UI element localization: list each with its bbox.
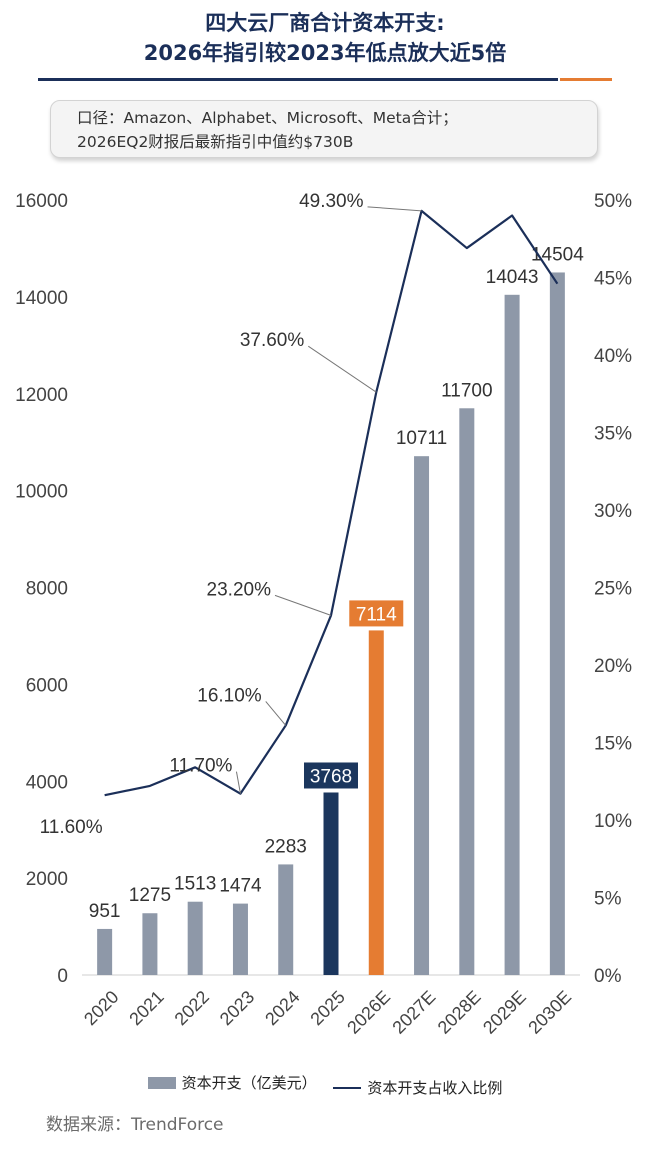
line-value-label-2025: 23.20% — [207, 579, 272, 600]
chart-title-line1: 四大云厂商合计资本开支: — [205, 11, 445, 35]
data-source: 数据来源：TrendForce — [46, 1115, 224, 1135]
left-axis-tick-label: 16000 — [15, 191, 68, 212]
x-axis-tick-label: 2026E — [343, 987, 394, 1038]
left-axis-tick-label: 2000 — [26, 869, 68, 890]
line-label-leader — [265, 701, 287, 726]
bar-2020 — [97, 928, 113, 975]
legend-item-line: 资本开支占收入比例 — [333, 1077, 502, 1098]
legend: 资本开支（亿美元） 资本开支占收入比例 — [0, 1072, 650, 1098]
line-label-leader — [235, 771, 241, 794]
chart-title: 四大云厂商合计资本开支: 2026年指引较2023年低点放大近5倍 — [0, 8, 650, 68]
right-axis-tick-label: 30% — [594, 501, 632, 522]
bar-label-box-2026E — [349, 600, 404, 627]
right-axis-tick-label: 5% — [594, 889, 622, 910]
x-axis-tick-label: 2023 — [216, 987, 258, 1029]
bar-value-label-2029E: 14043 — [486, 267, 539, 288]
bar-value-label-2028E: 11700 — [441, 380, 492, 401]
right-axis-tick-label: 10% — [594, 811, 632, 832]
line-label-leader — [274, 594, 332, 616]
legend-bar-swatch — [147, 1076, 176, 1089]
legend-line-label: 资本开支占收入比例 — [367, 1079, 503, 1097]
scope-note-line1: 口径：Amazon、Alphabet、Microsoft、Meta合计； — [77, 109, 458, 127]
bar-value-label-2022: 1513 — [174, 874, 216, 895]
x-axis-tick-label: 2024 — [261, 987, 303, 1029]
legend-line-swatch — [333, 1086, 362, 1089]
right-axis-tick-label: 20% — [594, 656, 632, 677]
bar-2023 — [232, 903, 248, 975]
bar-2029E — [504, 294, 520, 975]
legend-item-bars: 资本开支（亿美元） — [147, 1072, 317, 1093]
bar-2026E — [368, 630, 384, 975]
right-axis-tick-label: 45% — [594, 269, 632, 290]
left-axis-tick-label: 12000 — [15, 385, 68, 406]
x-axis-tick-label: 2025 — [306, 987, 348, 1029]
right-axis-tick-label: 40% — [594, 346, 632, 367]
x-axis-tick-label: 2029E — [479, 987, 530, 1038]
left-axis-tick-label: 4000 — [26, 772, 68, 793]
right-axis-tick-label: 25% — [594, 579, 632, 600]
bar-2027E — [414, 456, 430, 976]
bar-value-label-2026E: 7114 — [356, 604, 397, 625]
x-axis-tick-label: 2022 — [171, 987, 213, 1029]
title-underline-accent — [560, 78, 612, 81]
line-value-label-2024: 16.10% — [197, 685, 262, 706]
left-axis-tick-label: 14000 — [15, 288, 68, 309]
bar-2022 — [187, 901, 203, 975]
bar-value-label-2020: 951 — [89, 901, 121, 922]
chart-title-line2: 2026年指引较2023年低点放大近5倍 — [143, 41, 507, 65]
x-axis-tick-label: 2020 — [80, 987, 122, 1029]
line-label-leader — [367, 206, 422, 212]
x-axis-tick-label: 2030E — [524, 987, 575, 1038]
bar-label-box-2025 — [304, 762, 358, 789]
right-axis-tick-label: 35% — [594, 424, 632, 445]
left-axis-tick-label: 6000 — [26, 675, 68, 696]
bar-value-label-2030E: 14504 — [531, 244, 584, 265]
bar-2030E — [549, 272, 565, 975]
title-underline — [38, 78, 558, 81]
bar-2021 — [142, 913, 158, 975]
left-axis-tick-label: 10000 — [15, 482, 68, 503]
right-axis-tick-label: 0% — [594, 966, 622, 987]
line-value-label-2023: 11.70% — [169, 756, 232, 777]
line-value-label-2026E: 37.60% — [240, 330, 305, 351]
bar-value-label-2023: 1474 — [219, 876, 262, 897]
legend-bar-label: 资本开支（亿美元） — [181, 1074, 317, 1092]
bar-value-label-2024: 2283 — [265, 836, 307, 857]
x-axis-tick-label: 2028E — [434, 987, 485, 1038]
x-axis-tick-label: 2021 — [125, 987, 167, 1029]
ratio-line — [104, 209, 559, 797]
line-label-leader — [307, 345, 377, 393]
left-axis-tick-label: 0 — [57, 966, 68, 987]
bar-2028E — [459, 408, 475, 975]
left-axis-tick-label: 8000 — [26, 579, 68, 600]
line-value-label-2020: 11.60% — [40, 817, 103, 838]
bar-2024 — [278, 864, 294, 975]
right-axis-tick-label: 15% — [594, 734, 632, 755]
bar-value-label-2025: 3768 — [310, 766, 352, 787]
bar-2025 — [323, 792, 339, 975]
right-axis-tick-label: 50% — [594, 191, 632, 212]
bar-value-label-2027E: 10711 — [396, 428, 447, 449]
x-axis-tick-label: 2027E — [388, 987, 439, 1038]
line-value-label-2027E: 49.30% — [299, 191, 364, 212]
scope-note: 口径：Amazon、Alphabet、Microsoft、Meta合计； 202… — [50, 100, 598, 158]
bar-value-label-2021: 1275 — [129, 885, 171, 906]
scope-note-line2: 2026EQ2财报后最新指引中值约$730B — [77, 133, 354, 151]
